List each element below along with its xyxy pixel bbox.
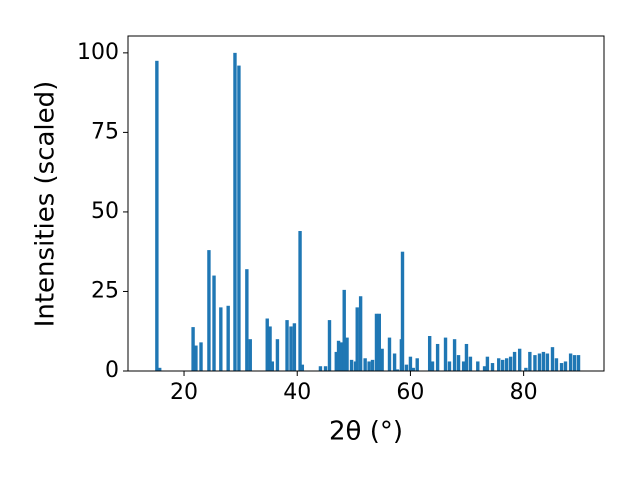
bar bbox=[292, 323, 297, 371]
bar bbox=[245, 269, 249, 371]
bar bbox=[363, 358, 367, 371]
bar bbox=[207, 250, 211, 371]
bar bbox=[512, 351, 517, 371]
bar bbox=[400, 251, 405, 371]
y-tick-label: 25 bbox=[91, 278, 119, 303]
bar bbox=[508, 356, 513, 371]
bar bbox=[336, 340, 341, 371]
bar bbox=[404, 364, 409, 371]
bar bbox=[327, 320, 332, 371]
bar bbox=[355, 307, 359, 371]
x-axis-label: 2θ (°) bbox=[329, 417, 403, 447]
bar bbox=[367, 361, 371, 371]
x-tick-label: 40 bbox=[283, 380, 311, 405]
plot-frame bbox=[127, 35, 605, 372]
y-tick-label: 75 bbox=[91, 119, 119, 144]
bar bbox=[370, 359, 375, 371]
bar bbox=[464, 343, 469, 371]
bar bbox=[485, 356, 490, 371]
bar bbox=[550, 347, 555, 371]
bar bbox=[427, 336, 432, 371]
bar bbox=[490, 363, 495, 371]
bar bbox=[237, 65, 241, 372]
bar bbox=[226, 305, 230, 371]
bar bbox=[537, 353, 542, 371]
bar bbox=[447, 361, 452, 371]
bar bbox=[554, 358, 559, 371]
bar bbox=[339, 342, 344, 371]
x-tick-label: 80 bbox=[510, 380, 538, 405]
bar bbox=[568, 353, 573, 371]
bar bbox=[298, 231, 302, 371]
bar bbox=[482, 366, 487, 371]
y-tick-label: 100 bbox=[77, 40, 119, 65]
bar bbox=[408, 356, 413, 371]
bar bbox=[233, 52, 237, 371]
bar bbox=[219, 307, 223, 371]
bar bbox=[443, 337, 448, 371]
bar bbox=[265, 318, 269, 371]
bar bbox=[476, 361, 480, 371]
bar bbox=[500, 359, 505, 371]
bar bbox=[270, 361, 275, 371]
bar bbox=[517, 348, 522, 371]
x-tick-label: 60 bbox=[396, 380, 424, 405]
bar bbox=[497, 358, 501, 371]
bar bbox=[411, 367, 415, 371]
bar bbox=[157, 367, 162, 371]
bar bbox=[392, 353, 397, 371]
bar bbox=[528, 351, 532, 371]
bar bbox=[559, 363, 564, 371]
bar bbox=[289, 326, 293, 371]
bar bbox=[545, 353, 550, 371]
x-tick-label: 20 bbox=[170, 380, 198, 405]
bar bbox=[456, 355, 461, 371]
bar bbox=[452, 339, 457, 371]
y-tick-label: 0 bbox=[105, 358, 119, 383]
y-axis-label: Intensities (scaled) bbox=[31, 81, 61, 328]
bar bbox=[199, 342, 203, 371]
bar bbox=[334, 351, 338, 371]
bar bbox=[380, 348, 384, 371]
bar bbox=[387, 337, 392, 371]
bar bbox=[285, 320, 289, 371]
bar bbox=[395, 369, 400, 371]
bar bbox=[268, 326, 272, 371]
bar bbox=[541, 351, 546, 371]
bar bbox=[358, 296, 363, 371]
bar bbox=[345, 337, 349, 371]
bar bbox=[318, 366, 323, 371]
bar bbox=[248, 339, 252, 371]
bar bbox=[374, 313, 379, 371]
bar bbox=[275, 339, 280, 371]
bar bbox=[572, 355, 577, 371]
bar bbox=[212, 275, 216, 371]
bar bbox=[349, 359, 354, 371]
bar bbox=[533, 355, 537, 371]
bar bbox=[155, 60, 159, 371]
y-tick-label: 50 bbox=[91, 199, 119, 224]
bar bbox=[468, 356, 473, 371]
bar bbox=[461, 361, 466, 371]
bar bbox=[524, 367, 528, 371]
bar bbox=[576, 355, 581, 371]
bar bbox=[415, 358, 419, 371]
bar bbox=[377, 313, 381, 371]
bar bbox=[191, 327, 195, 371]
bar bbox=[342, 289, 346, 371]
bar bbox=[194, 345, 198, 371]
bar bbox=[435, 343, 440, 371]
bar bbox=[300, 364, 305, 371]
bar bbox=[504, 358, 509, 371]
bar bbox=[323, 366, 328, 371]
bar bbox=[563, 361, 568, 371]
bar bbox=[430, 361, 435, 371]
bar bbox=[353, 361, 358, 371]
